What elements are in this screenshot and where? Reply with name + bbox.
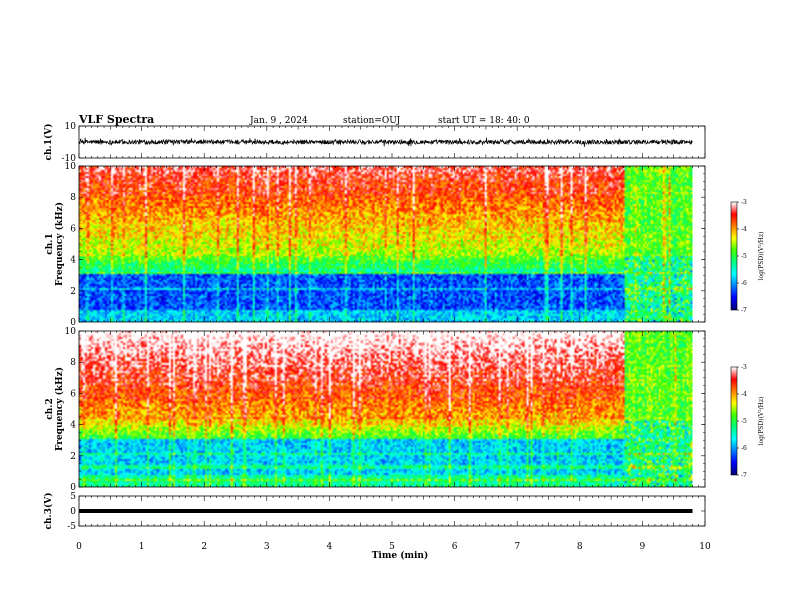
y-tick-label: 4 bbox=[70, 256, 76, 266]
ch2-colorbar-image bbox=[731, 367, 737, 475]
x-tick-label: 4 bbox=[327, 542, 333, 552]
colorbars: -3 -4 -5 -6 -7 log(PSD)(V²/Hz) -3 -4 -5 -6 -7 log(P… bbox=[730, 199, 765, 479]
ch2-colorbar-tick-label: -7 bbox=[741, 472, 747, 479]
x-tick-label: 9 bbox=[640, 542, 646, 552]
x-tick-label: 2 bbox=[201, 542, 207, 552]
ch1-waveform-panel bbox=[78, 137, 693, 147]
header-start-time: start UT = 18: 40: 0 bbox=[438, 116, 530, 126]
y-axis-label: Frequency (kHz) bbox=[54, 367, 65, 451]
header-station: station=OUJ bbox=[343, 116, 401, 126]
y-tick-label: 0 bbox=[70, 483, 76, 493]
ch2-colorbar-tick-label: -4 bbox=[741, 391, 747, 398]
ch2-colorbar-tick-label: -5 bbox=[741, 418, 747, 425]
figure-title: VLF Spectra bbox=[78, 113, 154, 126]
y-tick-label: 2 bbox=[70, 287, 76, 297]
ch1-spectrogram-panel bbox=[79, 166, 693, 322]
y-tick-label: 4 bbox=[70, 421, 76, 431]
ch2-spectrogram-image bbox=[79, 331, 693, 487]
y-tick-label: -5 bbox=[67, 522, 76, 532]
y-tick-label: 0 bbox=[70, 318, 76, 328]
x-tick-label: 3 bbox=[264, 542, 270, 552]
y-tick-label: -10 bbox=[62, 154, 77, 164]
x-tick-label: 7 bbox=[514, 542, 520, 552]
ch1-colorbar-label: log(PSD)(V²/Hz) bbox=[758, 232, 765, 281]
ch1-colorbar-tick-label: -7 bbox=[741, 307, 747, 314]
x-tick-label: 0 bbox=[76, 542, 82, 552]
ch2-spectrogram-panel bbox=[79, 331, 693, 487]
ch1-colorbar-tick-label: -3 bbox=[741, 199, 747, 206]
y-tick-label: 2 bbox=[70, 452, 76, 462]
y-axis-label: ch.1(V) bbox=[43, 124, 54, 161]
x-tick-label: 1 bbox=[139, 542, 145, 552]
y-tick-label: 6 bbox=[70, 224, 76, 234]
ch2-colorbar-tick-label: -6 bbox=[741, 445, 747, 452]
y-tick-label: 6 bbox=[70, 389, 76, 399]
y-axis-label: Frequency (kHz) bbox=[54, 202, 65, 286]
x-tick-label: 6 bbox=[452, 542, 458, 552]
y-tick-label: 10 bbox=[65, 327, 77, 337]
x-tick-label: 10 bbox=[699, 542, 711, 552]
y-axis-label: ch.3(V) bbox=[43, 493, 54, 530]
y-axis-label: ch.2 bbox=[45, 398, 55, 419]
x-tick-label: 8 bbox=[577, 542, 583, 552]
x-tick-label: 5 bbox=[389, 542, 395, 552]
x-axis-label: Time (min) bbox=[372, 550, 429, 561]
y-tick-label: 0 bbox=[70, 507, 76, 517]
y-tick-label: 8 bbox=[70, 358, 76, 368]
y-tick-label: 10 bbox=[65, 122, 77, 132]
y-axis-label: ch.1 bbox=[45, 233, 55, 254]
header-date: Jan. 9 , 2024 bbox=[249, 116, 308, 126]
ch2-colorbar-label: log(PSD)(V²/Hz) bbox=[758, 397, 765, 446]
ch2-colorbar-tick-label: -3 bbox=[741, 364, 747, 371]
ch1-colorbar-tick-label: -6 bbox=[741, 280, 747, 287]
y-tick-label: 10 bbox=[65, 162, 77, 172]
ch1-waveform-line bbox=[78, 137, 693, 147]
ch1-colorbar-image bbox=[731, 202, 737, 310]
ch1-colorbar-tick-label: -5 bbox=[741, 253, 747, 260]
ch1-spectrogram-image bbox=[79, 166, 693, 322]
y-tick-label: 8 bbox=[70, 193, 76, 203]
y-tick-label: 5 bbox=[70, 492, 76, 502]
ch1-colorbar-tick-label: -4 bbox=[741, 226, 747, 233]
